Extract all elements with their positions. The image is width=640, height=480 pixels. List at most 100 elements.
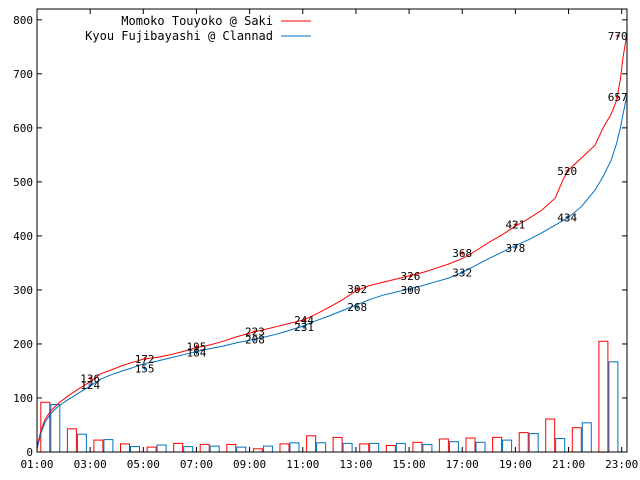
data-label-378: 378 [505, 242, 525, 255]
y-tick-label-700: 700 [13, 68, 33, 81]
data-label-421: 421 [505, 219, 525, 232]
bar-kyou-12 [342, 442, 353, 453]
x-tick-label-21:00: 21:00 [552, 458, 585, 471]
x-tick-label-07:00: 07:00 [180, 458, 213, 471]
bar-momoko-3 [93, 439, 104, 453]
hourly-bars [40, 340, 619, 453]
data-label-184: 184 [187, 347, 207, 360]
x-tick-label-11:00: 11:00 [286, 458, 319, 471]
bar-kyou-20 [555, 438, 566, 453]
bar-kyou-5 [156, 444, 167, 453]
bar-kyou-18 [502, 439, 513, 453]
bar-momoko-7 [199, 443, 210, 453]
bar-momoko-4 [120, 443, 130, 453]
data-point-195 [194, 344, 199, 349]
data-label-657: 657 [608, 91, 628, 104]
x-tick-label-19:00: 19:00 [499, 458, 532, 471]
x-tick-label-05:00: 05:00 [127, 458, 160, 471]
data-point-268 [355, 305, 360, 310]
data-point-223 [252, 329, 257, 334]
plot-frame [36, 8, 628, 453]
data-label-332: 332 [452, 267, 472, 280]
data-point-332 [460, 270, 465, 275]
y-tick-label-400: 400 [13, 230, 33, 243]
data-point-421 [513, 222, 518, 227]
bar-kyou-10 [289, 442, 300, 453]
bar-kyou-13 [369, 442, 380, 453]
bar-momoko-10 [279, 443, 290, 453]
x-tick-label-15:00: 15:00 [393, 458, 426, 471]
bar-kyou-21 [581, 422, 592, 453]
y-tick-label-500: 500 [13, 176, 33, 189]
bar-momoko-12 [332, 436, 343, 453]
x-tick-label-03:00: 03:00 [74, 458, 107, 471]
data-point-124 [88, 383, 93, 387]
plot-border [36, 8, 628, 453]
data-point-300 [408, 287, 413, 292]
bar-momoko-2 [66, 428, 77, 453]
bar-kyou-14 [395, 442, 406, 453]
x-tick-label-23:00: 23:00 [605, 458, 638, 471]
bar-kyou-9 [262, 445, 273, 453]
data-label-223: 223 [245, 326, 265, 339]
axis-ticks: 0 100 200 300 400 500 600 700 800 01:00 03:00 05:00… [13, 9, 638, 471]
data-label-172: 172 [135, 353, 155, 366]
bar-kyou-6 [183, 446, 194, 453]
data-label-300: 300 [400, 284, 420, 297]
legend-label-0: Momoko Touyoko @ Saki [121, 14, 273, 28]
y-tick-label-200: 200 [13, 338, 33, 351]
data-label-208: 208 [245, 334, 265, 347]
bar-kyou-19 [528, 433, 539, 453]
cumulative-lines [36, 33, 628, 450]
data-label-770: 770 [608, 30, 628, 43]
bar-kyou-11 [316, 442, 327, 453]
data-label-136: 136 [80, 373, 100, 386]
bar-kyou-15 [422, 443, 433, 453]
bar-kyou-3 [103, 439, 114, 453]
data-point-434 [565, 215, 570, 220]
bar-momoko-18 [492, 436, 503, 453]
x-tick-label-09:00: 09:00 [233, 458, 266, 471]
bar-kyou-7 [209, 445, 220, 453]
bar-momoko-6 [173, 442, 184, 453]
bar-momoko-13 [359, 443, 370, 453]
x-tick-label-17:00: 17:00 [446, 458, 479, 471]
legend-label-1: Kyou Fujibayashi @ Clannad [85, 29, 273, 43]
data-label-124: 124 [80, 379, 100, 392]
data-point-326 [408, 273, 413, 278]
data-label-231: 231 [294, 321, 314, 334]
bar-kyou-8 [236, 446, 247, 453]
bar-momoko-14 [385, 445, 396, 453]
data-point-208 [252, 337, 257, 342]
data-label-302: 302 [347, 283, 367, 296]
bar-kyou-22 [608, 361, 619, 453]
bar-momoko-8 [226, 443, 237, 453]
data-label-434: 434 [557, 212, 577, 225]
data-label-368: 368 [452, 247, 472, 260]
data-point-184 [194, 350, 199, 355]
data-point-244 [302, 318, 307, 323]
y-tick-label-600: 600 [13, 122, 33, 135]
data-label-520: 520 [557, 165, 577, 178]
bar-momoko-15 [412, 441, 423, 453]
y-tick-label-100: 100 [13, 392, 33, 405]
y-tick-label-0: 0 [26, 446, 33, 459]
bar-momoko-16 [438, 438, 449, 453]
data-point-155 [142, 366, 147, 371]
data-label-195: 195 [187, 341, 207, 354]
bar-momoko-19 [518, 432, 529, 453]
bar-momoko-5 [146, 446, 157, 453]
y-tick-label-300: 300 [13, 284, 33, 297]
data-point-378 [513, 245, 518, 250]
data-point-136 [88, 376, 93, 381]
data-point-172 [142, 357, 147, 362]
bar-kyou-16 [448, 441, 459, 453]
bar-momoko-20 [545, 418, 556, 453]
bar-momoko-11 [306, 435, 317, 453]
data-point-770 [615, 34, 620, 38]
data-point-368 [460, 251, 465, 256]
data-label-268: 268 [347, 301, 367, 314]
data-label-326: 326 [400, 270, 420, 283]
data-point-302 [355, 286, 360, 291]
